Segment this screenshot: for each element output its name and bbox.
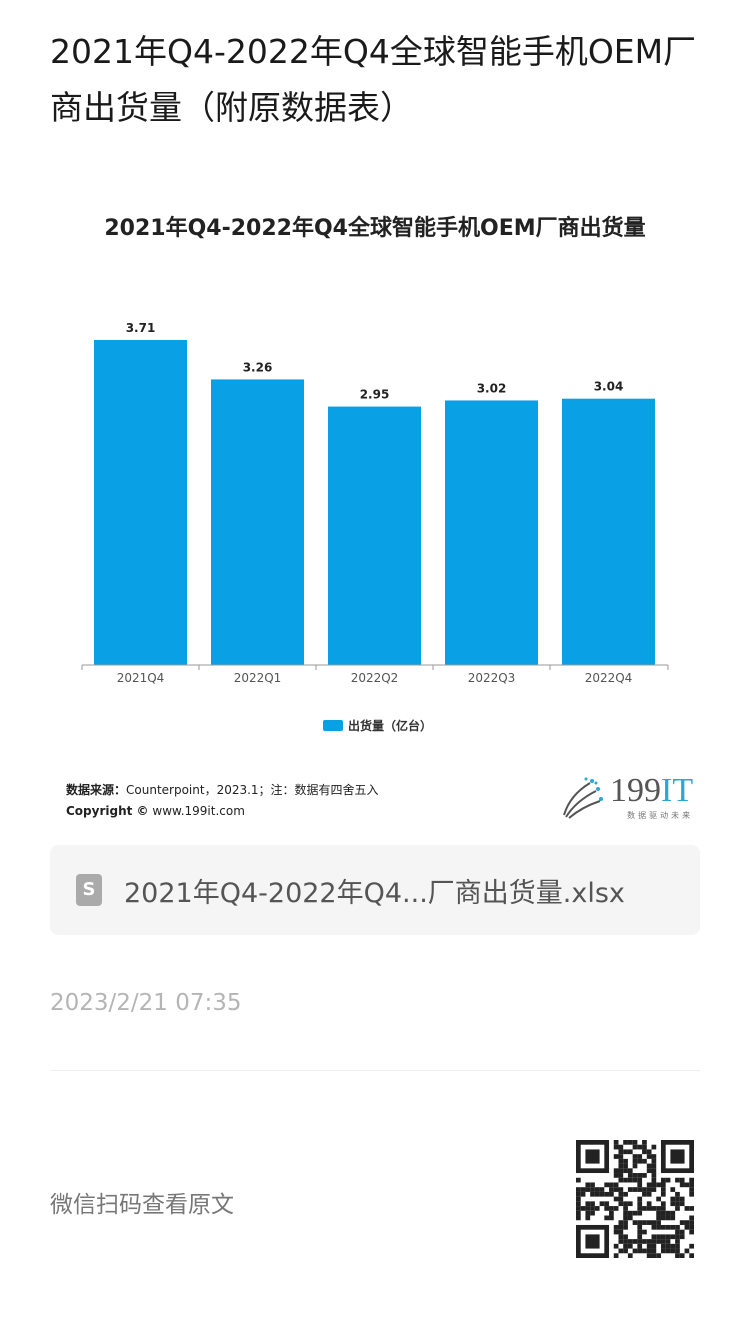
- data-label: 2.95: [360, 388, 390, 402]
- x-tick-label: 2022Q1: [234, 671, 282, 685]
- logo-text-it: IT: [661, 772, 694, 809]
- chart-legend: 出货量（亿台）: [323, 717, 432, 734]
- source-note: 数据来源：Counterpoint，2023.1；注：数据有四舍五入 Copyr…: [66, 780, 379, 822]
- bar-2022Q3: [445, 400, 538, 665]
- data-label: 3.26: [243, 360, 273, 374]
- copyright-label: Copyright ©: [66, 804, 149, 818]
- wechat-scan-label: 微信扫码查看原文: [50, 1192, 234, 1218]
- bar-2022Q2: [328, 406, 421, 665]
- bar-2022Q1: [211, 379, 304, 665]
- source-text: Counterpoint，2023.1；注：数据有四舍五入: [126, 783, 379, 797]
- source-label: 数据来源：: [66, 783, 127, 797]
- chart-title: 2021年Q4-2022年Q4全球智能手机OEM厂商出货量: [104, 216, 646, 241]
- logo-text-num: 199: [610, 772, 661, 809]
- x-tick-label: 2022Q3: [468, 671, 516, 685]
- legend-swatch: [323, 720, 343, 731]
- attachment-name: 2021年Q4-2022年Q4...厂商出货量.xlsx: [124, 877, 625, 909]
- legend-label: 出货量（亿台）: [348, 719, 433, 733]
- x-tick-label: 2021Q4: [117, 671, 165, 685]
- spreadsheet-file-icon: S: [76, 874, 102, 906]
- article-title: 2021年Q4-2022年Q4全球智能手机OEM厂商出货量（附原数据表）: [50, 32, 697, 127]
- data-label: 3.04: [594, 380, 624, 394]
- x-tick-label: 2022Q2: [351, 671, 399, 685]
- bar-chart: 3.71 2021Q4 3.26 2022Q1 2.95 2022Q2 3.02 2022Q3…: [81, 321, 669, 685]
- divider: [50, 1070, 700, 1071]
- bar-2022Q4: [562, 398, 655, 665]
- data-label: 3.02: [477, 381, 507, 395]
- bar-2021Q4: [94, 340, 187, 665]
- qr-code-icon[interactable]: [575, 1140, 695, 1258]
- x-tick-label: 2022Q4: [585, 671, 633, 685]
- copyright-url: www.199it.com: [152, 804, 245, 818]
- logo-199it: 199IT 数据驱动未来: [560, 772, 693, 821]
- logo-tagline: 数据驱动未来: [627, 811, 694, 820]
- publish-date: 2023/2/21 07:35: [50, 990, 242, 1016]
- logo-dots-icon: [563, 777, 603, 819]
- data-label: 3.71: [126, 321, 156, 335]
- attachment-card[interactable]: S 2021年Q4-2022年Q4...厂商出货量.xlsx: [50, 845, 700, 935]
